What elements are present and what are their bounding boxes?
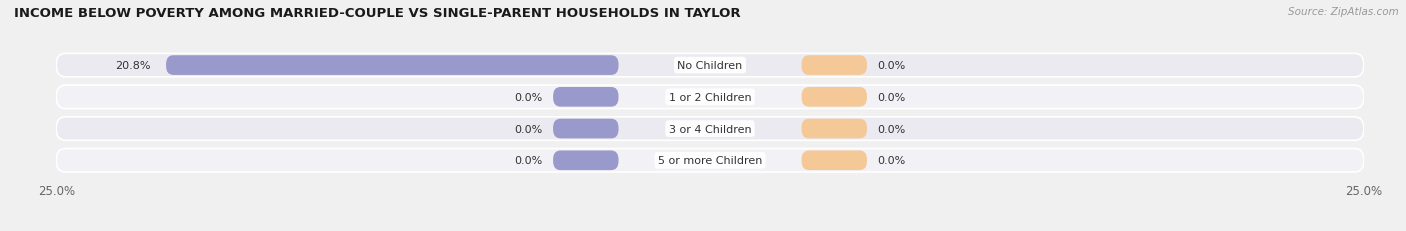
FancyBboxPatch shape	[801, 88, 868, 107]
Text: No Children: No Children	[678, 61, 742, 71]
Text: 20.8%: 20.8%	[115, 61, 150, 71]
FancyBboxPatch shape	[56, 149, 1364, 172]
Text: 0.0%: 0.0%	[515, 156, 543, 166]
Text: 0.0%: 0.0%	[515, 124, 543, 134]
FancyBboxPatch shape	[801, 56, 868, 76]
FancyBboxPatch shape	[166, 56, 619, 76]
FancyBboxPatch shape	[553, 151, 619, 170]
Text: 0.0%: 0.0%	[877, 61, 905, 71]
Text: 0.0%: 0.0%	[877, 156, 905, 166]
Text: Source: ZipAtlas.com: Source: ZipAtlas.com	[1288, 7, 1399, 17]
Text: 5 or more Children: 5 or more Children	[658, 156, 762, 166]
FancyBboxPatch shape	[56, 54, 1364, 77]
Text: 0.0%: 0.0%	[515, 92, 543, 102]
Text: 3 or 4 Children: 3 or 4 Children	[669, 124, 751, 134]
FancyBboxPatch shape	[553, 88, 619, 107]
Text: 0.0%: 0.0%	[877, 92, 905, 102]
FancyBboxPatch shape	[56, 117, 1364, 141]
Text: INCOME BELOW POVERTY AMONG MARRIED-COUPLE VS SINGLE-PARENT HOUSEHOLDS IN TAYLOR: INCOME BELOW POVERTY AMONG MARRIED-COUPL…	[14, 7, 741, 20]
FancyBboxPatch shape	[56, 86, 1364, 109]
FancyBboxPatch shape	[553, 119, 619, 139]
Text: 0.0%: 0.0%	[877, 124, 905, 134]
Text: 1 or 2 Children: 1 or 2 Children	[669, 92, 751, 102]
FancyBboxPatch shape	[801, 119, 868, 139]
FancyBboxPatch shape	[801, 151, 868, 170]
